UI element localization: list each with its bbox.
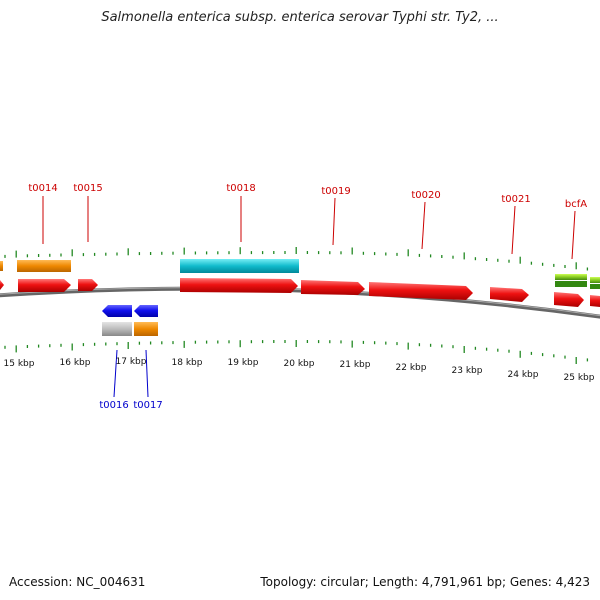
- feature-orange-t0014[interactable]: [17, 260, 71, 272]
- feature-green-edge[interactable]: [590, 277, 600, 283]
- scale-label-21kbp: 21 kbp: [340, 360, 371, 370]
- topology-summary: Topology: circular; Length: 4,791,961 bp…: [260, 575, 590, 589]
- feature-green-edge-dark[interactable]: [590, 284, 600, 289]
- gene-label-t0018[interactable]: t0018: [226, 183, 255, 194]
- gene-arrow-t0014[interactable]: [18, 279, 71, 292]
- gene-arrow-t0018[interactable]: [180, 278, 298, 293]
- feature-gray-t0016[interactable]: [102, 322, 132, 336]
- gene-arrow-t0016[interactable]: [102, 305, 132, 317]
- scale-label-15kbp: 15 kbp: [4, 359, 35, 369]
- leader-lines-top: [43, 196, 575, 259]
- scale-label-17kbp: 17 kbp: [116, 357, 147, 367]
- gene-label-t0019[interactable]: t0019: [321, 186, 350, 197]
- feature-orange-t0017[interactable]: [134, 322, 158, 336]
- scale-label-24kbp: 24 kbp: [508, 370, 539, 380]
- gene-arrow-bcfA[interactable]: [554, 292, 584, 307]
- gene-label-bcfA[interactable]: bcfA: [565, 199, 587, 210]
- scale-label-22kbp: 22 kbp: [396, 363, 427, 373]
- scale-label-25kbp: 25 kbp: [564, 373, 595, 383]
- gene-label-t0015[interactable]: t0015: [73, 183, 102, 194]
- gene-label-t0020[interactable]: t0020: [411, 190, 440, 201]
- scale-label-23kbp: 23 kbp: [452, 366, 483, 376]
- gene-arrow-t0021[interactable]: [490, 287, 529, 302]
- accession-text: Accession: NC_004631: [9, 575, 145, 589]
- gene-arrow-edge[interactable]: [0, 280, 4, 290]
- gene-arrow-t0020[interactable]: [369, 282, 473, 300]
- gene-label-t0017[interactable]: t0017: [133, 400, 162, 411]
- gene-arrow-t0017[interactable]: [134, 305, 158, 317]
- gene-label-t0014[interactable]: t0014: [28, 183, 57, 194]
- gene-label-t0021[interactable]: t0021: [501, 194, 530, 205]
- feature-green-bcfA[interactable]: [555, 274, 587, 280]
- gene-label-t0016[interactable]: t0016: [99, 400, 128, 411]
- scale-label-19kbp: 19 kbp: [228, 358, 259, 368]
- gene-arrow-edge-right[interactable]: [590, 295, 600, 307]
- feature-cyan-t0018[interactable]: [180, 259, 299, 273]
- scale-label-20kbp: 20 kbp: [284, 359, 315, 369]
- gene-arrow-t0019[interactable]: [301, 280, 365, 295]
- feature-orange-edge[interactable]: [0, 261, 3, 271]
- scale-label-18kbp: 18 kbp: [172, 358, 203, 368]
- scale-label-16kbp: 16 kbp: [60, 358, 91, 368]
- feature-green-bcfA-dark[interactable]: [555, 281, 587, 287]
